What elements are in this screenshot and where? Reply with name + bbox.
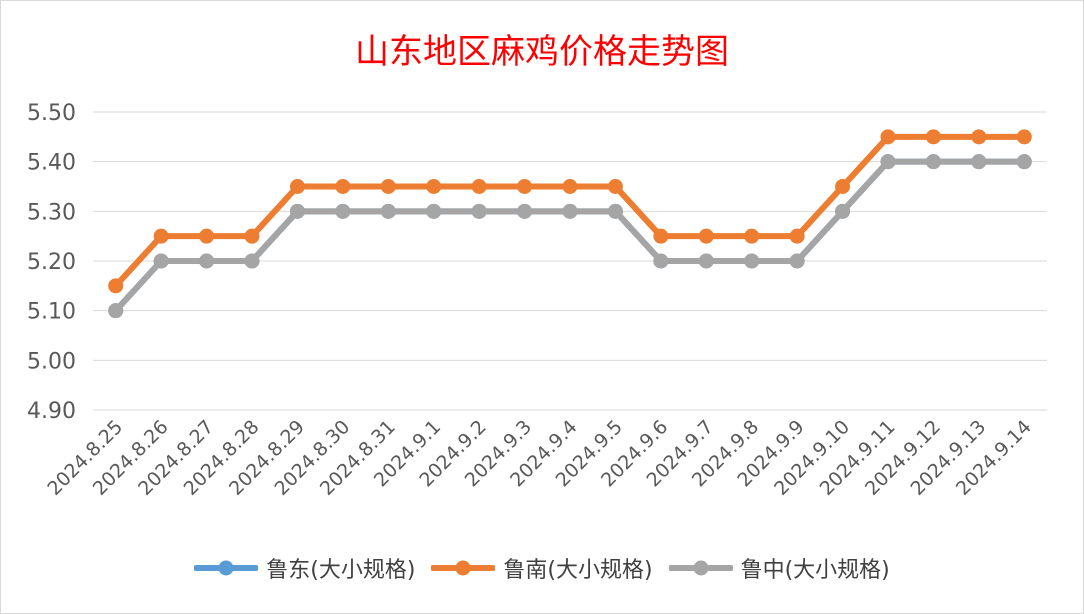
data-point bbox=[562, 203, 578, 219]
legend-swatch bbox=[431, 560, 496, 576]
legend-item: 鲁中(大小规格) bbox=[668, 552, 890, 584]
data-point bbox=[698, 253, 714, 269]
legend-label: 鲁东(大小规格) bbox=[266, 558, 416, 583]
legend-label: 鲁中(大小规格) bbox=[740, 558, 890, 583]
data-point bbox=[426, 203, 442, 219]
data-point bbox=[471, 203, 487, 219]
data-point bbox=[835, 203, 851, 219]
data-point bbox=[426, 179, 442, 194]
data-point bbox=[244, 253, 260, 269]
data-point bbox=[744, 253, 760, 269]
series-3 bbox=[108, 154, 1032, 319]
data-point bbox=[289, 203, 305, 219]
data-point bbox=[835, 179, 851, 194]
data-point bbox=[380, 203, 396, 219]
y-tick-label: 5.00 bbox=[27, 349, 76, 374]
legend-swatch bbox=[194, 560, 259, 576]
data-point bbox=[153, 228, 169, 244]
y-tick-label: 5.10 bbox=[27, 300, 76, 325]
data-point bbox=[244, 228, 260, 244]
data-point bbox=[607, 179, 623, 194]
data-point bbox=[971, 154, 987, 170]
data-point bbox=[653, 228, 669, 244]
data-point bbox=[199, 228, 215, 244]
data-point bbox=[153, 253, 169, 269]
data-point bbox=[925, 129, 941, 145]
data-point bbox=[1016, 129, 1032, 145]
data-point bbox=[607, 203, 623, 219]
data-point bbox=[108, 278, 124, 294]
data-point bbox=[335, 203, 351, 219]
data-point bbox=[471, 179, 487, 194]
legend-marker bbox=[693, 560, 709, 576]
data-point bbox=[517, 179, 533, 194]
legend: 鲁东(大小规格) 鲁南(大小规格) 鲁中(大小规格) bbox=[0, 552, 1084, 584]
data-point bbox=[108, 303, 124, 319]
data-point bbox=[517, 203, 533, 219]
data-point bbox=[335, 179, 351, 194]
data-point bbox=[653, 253, 669, 269]
legend-item: 鲁东(大小规格) bbox=[194, 552, 415, 584]
y-tick-label: 5.30 bbox=[27, 200, 76, 225]
legend-swatch bbox=[668, 560, 733, 576]
y-tick-label: 5.20 bbox=[27, 250, 76, 275]
data-point bbox=[971, 129, 987, 145]
y-tick-label: 5.50 bbox=[27, 101, 76, 126]
data-point bbox=[199, 253, 215, 269]
data-point bbox=[880, 154, 896, 170]
y-tick-label: 4.90 bbox=[27, 399, 76, 424]
data-point bbox=[789, 253, 805, 269]
y-tick-label: 5.40 bbox=[27, 151, 76, 176]
data-point bbox=[925, 154, 941, 170]
data-point bbox=[698, 228, 714, 244]
legend-marker bbox=[455, 560, 471, 576]
data-point bbox=[562, 179, 578, 194]
chart-title: 山东地区麻鸡价格走势图 bbox=[355, 32, 729, 72]
data-point bbox=[1016, 154, 1032, 170]
legend-item: 鲁南(大小规格) bbox=[431, 552, 653, 584]
series-2 bbox=[108, 129, 1032, 294]
data-point bbox=[380, 179, 396, 194]
data-point bbox=[789, 228, 805, 244]
legend-marker bbox=[218, 560, 234, 576]
legend-label: 鲁南(大小规格) bbox=[503, 558, 653, 583]
data-point bbox=[744, 228, 760, 244]
data-point bbox=[880, 129, 896, 145]
data-point bbox=[289, 179, 305, 194]
